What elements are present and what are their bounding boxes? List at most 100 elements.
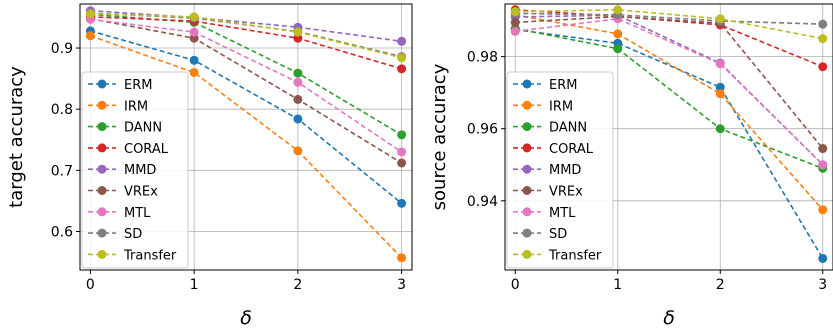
legend-label: MTL <box>549 206 576 221</box>
legend-swatch-marker <box>522 100 532 110</box>
data-point <box>293 77 303 87</box>
legend-item: MTL <box>88 206 151 221</box>
data-point <box>715 14 725 24</box>
legend-swatch-marker <box>522 228 532 238</box>
series-erm <box>85 26 407 208</box>
series-line <box>90 9 402 43</box>
data-point <box>293 114 303 124</box>
axes-frame <box>79 3 413 271</box>
legend-swatch-marker <box>522 143 532 153</box>
data-point <box>715 82 725 92</box>
series-line <box>515 14 824 166</box>
legend-swatch-marker <box>522 186 532 195</box>
legend-item: ERM <box>513 78 577 93</box>
legend-swatch-marker <box>97 100 107 110</box>
series-line <box>515 12 823 25</box>
legend-item: VREx <box>513 185 583 200</box>
legend-item: SD <box>513 227 567 242</box>
x-tick-label: 1 <box>190 277 199 293</box>
legend-label: CORAL <box>124 142 169 157</box>
series-line <box>515 27 824 170</box>
x-tick-label: 1 <box>613 277 622 293</box>
data-point <box>85 31 95 41</box>
y-axis-label: target accuracy <box>6 66 27 208</box>
y-tick-label: 0.9 <box>51 41 73 57</box>
data-point <box>397 64 407 74</box>
legend-box <box>506 71 614 269</box>
series-line <box>90 16 402 70</box>
y-axis-label: source accuracy <box>429 63 450 210</box>
data-point <box>510 7 520 17</box>
legend-item: IRM <box>513 99 573 114</box>
series-transfer <box>85 9 407 63</box>
data-point <box>818 205 828 215</box>
legend-swatch-marker <box>97 122 107 132</box>
legend-swatch-marker <box>522 249 532 259</box>
legend: ERM IRM DANN CORAL MMD VREx MTL SD Transfer <box>81 71 189 269</box>
x-tick-label: 3 <box>397 277 406 293</box>
data-point <box>293 94 303 104</box>
legend-item: MTL <box>513 206 576 221</box>
legend-swatch-marker <box>522 207 532 217</box>
series-line <box>515 17 824 166</box>
data-point <box>397 36 407 46</box>
series-line <box>90 13 402 59</box>
data-point <box>510 17 520 27</box>
legend-item: MMD <box>513 163 581 178</box>
legend-label: Transfer <box>548 248 602 263</box>
legend-box <box>81 71 189 269</box>
legend-item: DANN <box>88 121 162 136</box>
data-point <box>397 53 407 63</box>
legend-item: DANN <box>513 121 587 136</box>
data-point <box>818 34 828 44</box>
data-point <box>818 19 828 29</box>
series-line <box>515 28 824 259</box>
legend-label: ERM <box>124 78 152 93</box>
data-point <box>818 144 828 154</box>
legend-swatch-marker <box>522 122 532 132</box>
data-point <box>510 26 520 36</box>
legend-swatch-marker <box>97 143 107 153</box>
data-point <box>189 67 199 77</box>
data-point <box>397 130 407 140</box>
legend-label: SD <box>124 227 142 242</box>
legend-label: ERM <box>549 78 577 93</box>
legend-label: CORAL <box>549 142 594 157</box>
legend-swatch-marker <box>97 207 107 217</box>
grid <box>80 4 412 270</box>
legend-swatch-marker <box>97 186 107 195</box>
data-point <box>85 9 95 19</box>
legend-item: ERM <box>88 78 152 93</box>
legend-label: VREx <box>549 185 583 200</box>
x-tick-label: 2 <box>716 277 725 293</box>
series-mtl <box>85 14 407 157</box>
legend-label: MMD <box>549 163 581 178</box>
legend-item: Transfer <box>513 248 602 263</box>
y-tick-label: 0.98 <box>467 50 498 66</box>
axes-frame <box>504 3 833 271</box>
series-transfer <box>510 5 828 44</box>
data-point <box>715 59 725 69</box>
legend-item: CORAL <box>88 142 169 157</box>
legend-label: MMD <box>124 163 156 178</box>
series-line <box>90 35 403 259</box>
data-point <box>818 253 828 263</box>
legend-item: VREx <box>88 185 158 200</box>
legend-item: IRM <box>88 99 148 114</box>
data-point <box>818 160 828 170</box>
source-accuracy-chart: 0 1 2 3 0.94 0.96 0.98 δ source accuracy ERM IRM DA… <box>429 3 833 329</box>
data-point <box>397 147 407 157</box>
x-tick-label: 0 <box>86 277 95 293</box>
legend-swatch-marker <box>97 164 107 174</box>
legend-label: DANN <box>124 121 162 136</box>
legend-label: SD <box>549 227 567 242</box>
legend-swatch-marker <box>522 79 532 89</box>
data-point <box>293 146 303 156</box>
series-line <box>90 17 403 164</box>
legend-item: MMD <box>88 163 156 178</box>
data-point <box>293 68 303 78</box>
legend-item: Transfer <box>88 248 177 263</box>
data-point <box>613 29 623 39</box>
